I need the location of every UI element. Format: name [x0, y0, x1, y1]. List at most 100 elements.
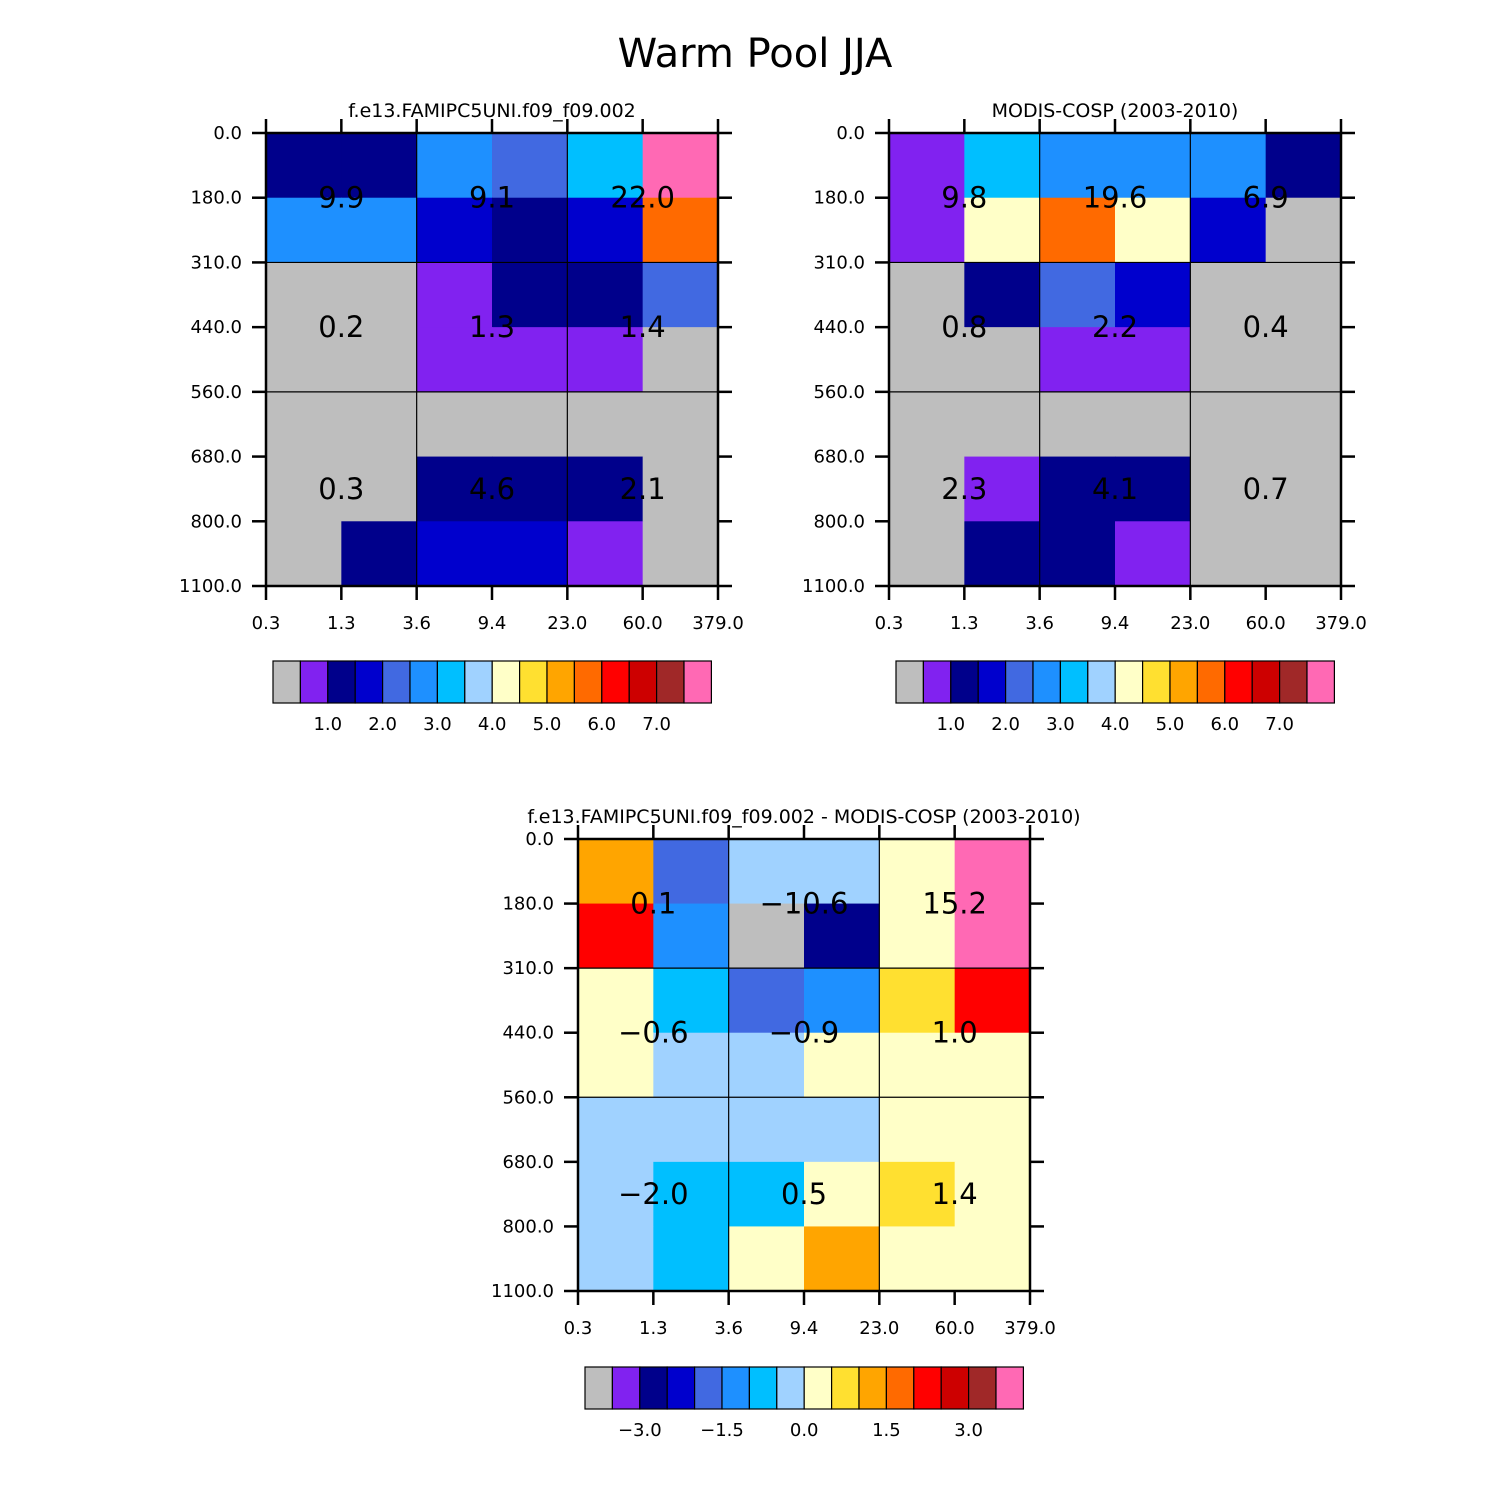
group-total-label: 4.6 [469, 472, 515, 506]
heatmap-cell [1039, 197, 1116, 264]
colorbar-swatch [1141, 660, 1171, 704]
heatmap-cell [341, 456, 418, 522]
group-total-label: 19.6 [1083, 181, 1148, 215]
panel-1: f.e13.FAMIPC5UNI.f09_f09.002 0.3 1.3 3.6 9.4… [179, 100, 744, 735]
x-tick-label: 1.3 [639, 1318, 668, 1339]
y-tick-label: 1100.0 [802, 576, 865, 597]
panel-3: f.e13.FAMIPC5UNI.f09_f09.002 - MODIS-COS… [491, 806, 1081, 1441]
colorbar-label: 3.0 [423, 714, 452, 735]
figure-title: Warm Pool JJA [618, 31, 893, 77]
heatmap-cell [954, 1097, 1031, 1163]
heatmap-cell [1115, 521, 1191, 587]
heatmap-cell [1265, 456, 1342, 522]
heatmap-cell [1265, 327, 1342, 393]
group-grid [889, 133, 1341, 586]
heatmap-cell [1265, 262, 1342, 328]
heatmap-cell [492, 456, 568, 522]
heatmap-cell [728, 1226, 805, 1292]
y-tick-label: 800.0 [502, 1216, 554, 1237]
colorbar-swatch [940, 1366, 970, 1410]
heatmap-cell [266, 262, 342, 328]
group-total-label: −0.9 [769, 1016, 839, 1050]
heatmap-cell [964, 456, 1041, 522]
heatmap-cell [804, 1161, 880, 1228]
heatmap-cell [492, 133, 568, 199]
x-tick-label: 0.3 [875, 613, 904, 634]
axis-ticks: 0.3 1.3 3.6 9.4 23.0 60.0 379.0 0.0 180.0 310.0 44… [491, 825, 1056, 1339]
heatmap-cell [1190, 327, 1267, 393]
heatmap-cell [567, 197, 644, 264]
y-tick-label: 1100.0 [491, 1281, 554, 1302]
heatmap-cell [804, 1226, 880, 1292]
heatmap-cell [879, 1226, 956, 1292]
heatmap-cell [578, 1097, 654, 1163]
colorbar-swatch [1224, 660, 1253, 704]
heatmap-cell [804, 968, 880, 1034]
colorbar-swatch [748, 1366, 778, 1410]
colorbar-label: 1.0 [313, 714, 342, 735]
heatmap-cell [266, 197, 342, 264]
colorbar-swatch [518, 660, 548, 704]
group-total-label: 1.0 [932, 1016, 978, 1050]
heatmap-cell [1039, 456, 1116, 522]
heatmap-cell [341, 391, 418, 458]
colorbar-label: 1.0 [936, 714, 965, 735]
heatmap-cell [1115, 262, 1191, 328]
colorbar: 1.0 2.0 3.0 4.0 5.0 6.0 7.0 [272, 660, 712, 735]
x-tick-label: 60.0 [1246, 613, 1286, 634]
colorbar-swatch [655, 660, 685, 704]
heatmap-cell [578, 1226, 654, 1292]
heatmap-cell [653, 903, 730, 969]
heatmap-cell [964, 327, 1041, 393]
heatmap-cell [416, 327, 493, 393]
heatmap-cell [1190, 262, 1267, 328]
group-total-labels: 9.8 19.6 6.9 0.8 2.2 0.4 2.3 4.1 0.7 [941, 181, 1288, 506]
x-tick-label: 379.0 [1315, 613, 1367, 634]
colorbar: −3.0 −1.5 0.0 1.5 3.0 [584, 1366, 1024, 1441]
group-total-label: 0.8 [941, 310, 987, 344]
colorbar-swatch [830, 1366, 860, 1410]
heatmap-cell [728, 1032, 805, 1098]
heatmap-cell [889, 327, 965, 393]
x-tick-label: 60.0 [935, 1318, 975, 1339]
heatmap-cell [653, 1226, 730, 1292]
heatmap-cell [1265, 197, 1342, 264]
heatmap-cell [653, 1032, 730, 1098]
heatmap-cell [492, 327, 568, 393]
panel-title: MODIS-COSP (2003-2010) [992, 100, 1239, 122]
group-total-label: 9.9 [318, 181, 364, 215]
y-tick-label: 680.0 [190, 447, 242, 468]
colorbar-swatch [1114, 660, 1144, 704]
colorbar-swatch [922, 660, 952, 704]
heatmap-cells [578, 839, 1031, 1292]
heatmap-cell [728, 1161, 805, 1228]
heatmap-cell [642, 197, 719, 264]
heatmap-cell [416, 391, 493, 458]
colorbar-swatch [1032, 660, 1061, 704]
group-total-label: 2.1 [620, 472, 666, 506]
y-tick-label: 180.0 [502, 894, 554, 915]
heatmap-cell [416, 262, 493, 328]
group-total-label: 9.1 [469, 181, 515, 215]
colorbar-label: 7.0 [1265, 714, 1294, 735]
heatmap-cell [642, 262, 719, 328]
heatmap-cell [1115, 327, 1191, 393]
colorbar-label: 2.0 [991, 714, 1020, 735]
y-tick-label: 800.0 [813, 511, 865, 532]
heatmap-cell [1190, 133, 1267, 199]
y-tick-label: 0.0 [213, 123, 242, 144]
colorbar-swatch [573, 660, 603, 704]
heatmap-cell [964, 133, 1041, 199]
heatmap-cell [879, 968, 956, 1034]
colorbar-label: 3.0 [954, 1420, 983, 1441]
heatmap-cell [879, 1097, 956, 1163]
colorbar-label: 7.0 [642, 714, 671, 735]
heatmap-cell [1265, 133, 1342, 199]
colorbar-label: 4.0 [1101, 714, 1130, 735]
heatmap-cell [728, 839, 805, 905]
heatmap-cell [879, 839, 956, 905]
heatmap-cell [578, 968, 654, 1034]
heatmap-cell [567, 327, 644, 393]
colorbar-label: 1.5 [872, 1420, 901, 1441]
heatmap-cell [492, 262, 568, 328]
